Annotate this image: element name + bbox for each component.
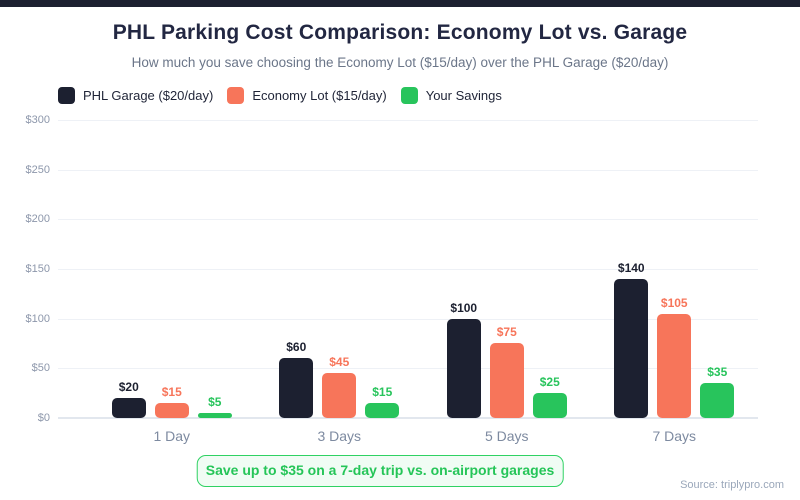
bar-value-label: $140 <box>617 261 645 275</box>
bar-column-economy-lot-15-day-5-days: $75 <box>489 325 524 418</box>
bar-value-label: $15 <box>372 385 393 399</box>
bar-column-phl-garage-20-day-3-days: $60 <box>279 340 314 418</box>
bar-economy-lot-15-day-7-days <box>657 314 692 418</box>
bar-column-phl-garage-20-day-7-days: $140 <box>614 261 649 418</box>
y-tick-label: $0 <box>37 412 50 424</box>
bar-economy-lot-15-day-1-day <box>154 403 189 418</box>
bar-value-label: $45 <box>329 355 350 369</box>
bar-groups: $20 $15 $5 $60 $45 $15 $100 $75 $25 $140 $105 $35 <box>58 120 758 418</box>
legend-label: Economy Lot ($15/day) <box>252 88 387 103</box>
chart-subtitle: How much you save choosing the Economy L… <box>131 55 669 70</box>
gridline <box>58 120 758 121</box>
legend: PHL Garage ($20/day) Economy Lot ($15/day… <box>58 87 502 104</box>
bar-column-your-savings-3-days: $15 <box>365 385 400 418</box>
bar-value-label: $20 <box>118 380 139 394</box>
x-axis-baseline <box>58 417 758 419</box>
x-category-label-7-days: 7 Days <box>652 428 697 444</box>
bar-value-label: $5 <box>208 395 222 409</box>
bar-value-label: $100 <box>450 301 478 315</box>
bar-column-your-savings-1-day: $5 <box>197 395 232 418</box>
legend-swatch-icon <box>227 87 245 104</box>
y-tick-label: $300 <box>25 114 50 126</box>
bar-column-phl-garage-20-day-5-days: $100 <box>446 301 481 418</box>
source-credit: Source: triplypro.com <box>680 479 784 491</box>
bar-phl-garage-20-day-1-day <box>111 398 146 418</box>
legend-item-phl-garage-20-day: PHL Garage ($20/day) <box>58 87 213 104</box>
bar-your-savings-1-day <box>197 413 232 418</box>
bar-economy-lot-15-day-5-days <box>489 343 524 418</box>
legend-label: PHL Garage ($20/day) <box>83 88 214 103</box>
bar-your-savings-5-days <box>532 393 567 418</box>
top-accent-bar <box>0 0 800 7</box>
legend-label: Your Savings <box>425 88 502 103</box>
bar-value-label: $15 <box>161 385 182 399</box>
bar-column-your-savings-5-days: $25 <box>532 375 567 418</box>
bar-column-economy-lot-15-day-7-days: $105 <box>657 296 692 418</box>
bar-value-label: $75 <box>496 325 517 339</box>
x-category-label-3-days: 3 Days <box>317 428 362 444</box>
y-axis-tick-labels: $0 $50 $100 $150 $200 $250 $300 <box>0 114 50 424</box>
bar-your-savings-7-days <box>700 383 735 418</box>
bar-column-your-savings-7-days: $35 <box>700 365 735 418</box>
legend-item-economy-lot-15-day: Economy Lot ($15/day) <box>227 87 387 104</box>
legend-swatch-icon <box>58 87 75 104</box>
bar-group-3-days: $60 $45 $15 <box>275 340 404 418</box>
gridline <box>58 318 758 320</box>
bar-economy-lot-15-day-3-days <box>322 373 357 418</box>
annotation-text: Save up to $35 on a 7-day trip vs. on-ai… <box>205 462 555 478</box>
x-category-label-5-days: 5 Days <box>484 428 529 444</box>
bar-column-phl-garage-20-day-1-day: $20 <box>111 380 146 418</box>
bar-group-5-days: $100 $75 $25 <box>442 301 571 418</box>
y-tick-label: $150 <box>25 263 50 275</box>
annotation-badge: Save up to $35 on a 7-day trip vs. on-ai… <box>196 455 564 487</box>
bar-phl-garage-20-day-5-days <box>446 319 481 418</box>
bar-value-label: $35 <box>707 365 728 379</box>
y-tick-label: $50 <box>31 362 50 375</box>
bar-phl-garage-20-day-3-days <box>279 358 314 418</box>
gridline <box>58 269 758 270</box>
gridline <box>58 368 758 370</box>
y-tick-label: $250 <box>25 163 50 176</box>
bar-group-7-days: $140 $105 $35 <box>610 261 739 418</box>
bar-column-economy-lot-15-day-3-days: $45 <box>322 355 357 418</box>
bar-column-economy-lot-15-day-1-day: $15 <box>154 385 189 418</box>
legend-item-your-savings: Your Savings <box>400 87 502 104</box>
bar-value-label: $60 <box>286 340 307 354</box>
bar-value-label: $105 <box>660 296 688 310</box>
legend-swatch-icon <box>400 87 418 104</box>
bar-your-savings-3-days <box>365 403 400 418</box>
gridline <box>58 219 758 221</box>
y-tick-label: $200 <box>25 213 50 226</box>
x-category-label-1-day: 1 Day <box>153 428 191 444</box>
y-tick-label: $100 <box>25 312 50 325</box>
gridline <box>58 169 758 171</box>
plot-area: $20 $15 $5 $60 $45 $15 $100 $75 $25 $140 $105 $35 <box>58 120 758 419</box>
bar-group-1-day: $20 $15 $5 <box>107 380 236 418</box>
x-axis-category-labels: 1 Day 3 Days 5 Days 7 Days <box>58 428 758 444</box>
chart-title: PHL Parking Cost Comparison: Economy Lot… <box>112 21 688 44</box>
bar-phl-garage-20-day-7-days <box>614 279 649 418</box>
bar-value-label: $25 <box>539 375 560 389</box>
